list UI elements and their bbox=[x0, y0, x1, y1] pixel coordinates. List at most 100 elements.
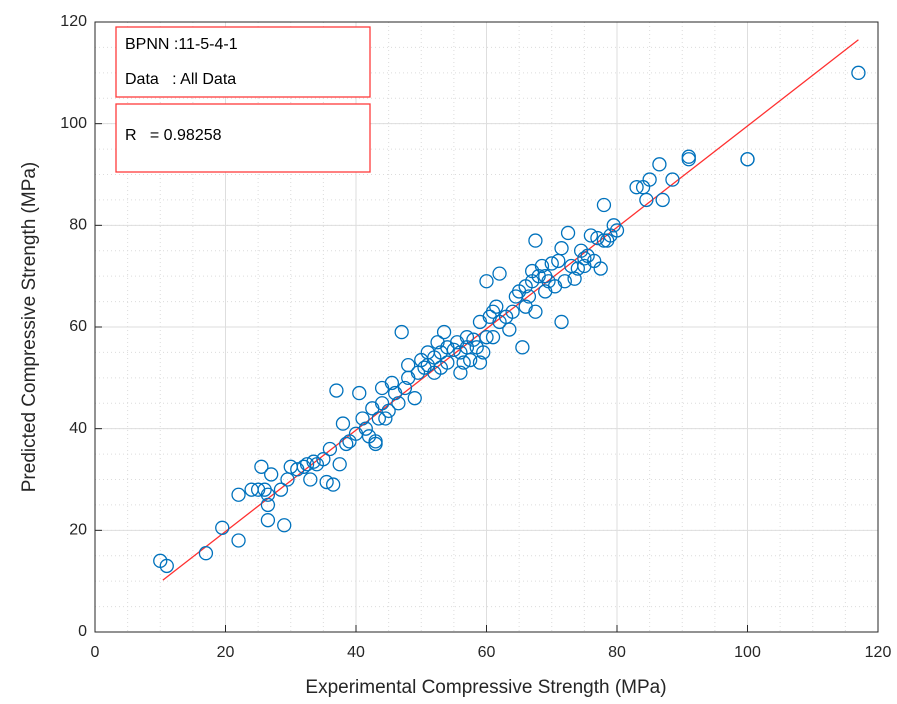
data-point bbox=[629, 180, 644, 195]
data-point bbox=[505, 304, 520, 319]
y-tick-label: 80 bbox=[69, 217, 87, 234]
data-point bbox=[609, 223, 625, 238]
y-axis-label: Predicted Compressive Strength (MPa) bbox=[19, 162, 40, 493]
data-point bbox=[277, 518, 292, 533]
data-point bbox=[577, 251, 592, 266]
data-point bbox=[596, 197, 612, 213]
data-point bbox=[567, 271, 582, 286]
data-point bbox=[299, 457, 315, 472]
x-tick-label: 100 bbox=[734, 644, 761, 661]
plot-frame bbox=[94, 21, 879, 633]
data-point bbox=[397, 380, 413, 396]
y-tick-label: 20 bbox=[69, 522, 87, 539]
data-point bbox=[384, 375, 400, 391]
x-tick-label: 120 bbox=[865, 644, 892, 661]
data-point bbox=[231, 533, 246, 548]
annotation-box bbox=[115, 103, 371, 173]
data-point bbox=[851, 65, 866, 80]
data-point bbox=[319, 474, 334, 490]
data-point bbox=[303, 472, 318, 487]
data-point bbox=[332, 457, 347, 472]
data-point bbox=[681, 149, 696, 164]
data-point bbox=[326, 477, 341, 492]
data-point bbox=[368, 434, 383, 449]
annotation-box bbox=[115, 26, 371, 98]
fit-line bbox=[162, 39, 859, 581]
data-point bbox=[231, 487, 246, 502]
data-point bbox=[479, 330, 494, 345]
data-point bbox=[639, 192, 654, 208]
data-point bbox=[381, 403, 396, 419]
data-point bbox=[374, 380, 390, 396]
data-point bbox=[329, 383, 344, 398]
data-point bbox=[583, 228, 599, 243]
data-point bbox=[570, 261, 585, 276]
y-tick-label: 60 bbox=[69, 318, 87, 335]
y-tick-label: 120 bbox=[60, 13, 87, 30]
data-point bbox=[378, 411, 393, 426]
data-point bbox=[264, 467, 279, 482]
data-point bbox=[544, 256, 559, 271]
data-point bbox=[260, 497, 276, 513]
data-point bbox=[479, 274, 494, 289]
data-point bbox=[652, 157, 667, 172]
data-point bbox=[655, 192, 670, 208]
data-point bbox=[515, 340, 530, 355]
data-point bbox=[528, 304, 543, 319]
data-point bbox=[440, 355, 455, 370]
annotation-text: BPNN :11-5-4-1 bbox=[125, 36, 238, 53]
data-point bbox=[521, 289, 537, 304]
data-point bbox=[371, 411, 386, 426]
x-tick-label: 20 bbox=[217, 644, 235, 661]
data-point bbox=[554, 314, 569, 330]
data-point bbox=[355, 411, 370, 426]
x-tick-label: 40 bbox=[347, 644, 365, 661]
data-point bbox=[502, 322, 517, 337]
data-point bbox=[476, 345, 491, 360]
data-point bbox=[492, 266, 507, 281]
data-point bbox=[740, 152, 755, 167]
data-point bbox=[436, 324, 452, 340]
data-point bbox=[352, 385, 367, 401]
data-point bbox=[374, 396, 390, 411]
data-point bbox=[407, 391, 422, 406]
data-point bbox=[472, 355, 488, 370]
data-point bbox=[358, 421, 373, 436]
annotation-text: Data : All Data bbox=[125, 71, 236, 88]
data-point bbox=[642, 172, 657, 187]
data-point bbox=[394, 324, 409, 340]
data-point bbox=[485, 330, 501, 345]
data-point bbox=[472, 314, 488, 330]
data-point bbox=[198, 546, 214, 561]
data-point bbox=[316, 452, 331, 467]
data-point bbox=[254, 459, 269, 474]
data-point bbox=[528, 233, 543, 248]
y-tick-label: 40 bbox=[69, 420, 87, 437]
data-point bbox=[391, 396, 406, 411]
data-point bbox=[560, 225, 576, 241]
data-point bbox=[159, 558, 174, 574]
data-point bbox=[339, 436, 354, 452]
data-point bbox=[260, 487, 276, 502]
data-point bbox=[665, 172, 680, 187]
x-axis-label: Experimental Compressive Strength (MPa) bbox=[305, 677, 666, 698]
data-point bbox=[554, 241, 569, 256]
data-point bbox=[215, 520, 230, 535]
data-point bbox=[322, 441, 338, 457]
x-tick-label: 80 bbox=[608, 644, 626, 661]
x-tick-label: 60 bbox=[478, 644, 496, 661]
y-tick-label: 0 bbox=[78, 623, 87, 640]
annotation-text: R = 0.98258 bbox=[125, 127, 222, 144]
data-point bbox=[557, 274, 572, 289]
data-point bbox=[534, 258, 550, 274]
data-point bbox=[342, 434, 357, 449]
data-point bbox=[459, 330, 475, 345]
data-point bbox=[306, 454, 321, 469]
data-point bbox=[489, 299, 504, 314]
data-point bbox=[260, 513, 276, 528]
data-point bbox=[335, 416, 351, 431]
data-point bbox=[463, 352, 478, 368]
data-point bbox=[593, 261, 608, 276]
x-tick-label: 0 bbox=[91, 644, 100, 661]
